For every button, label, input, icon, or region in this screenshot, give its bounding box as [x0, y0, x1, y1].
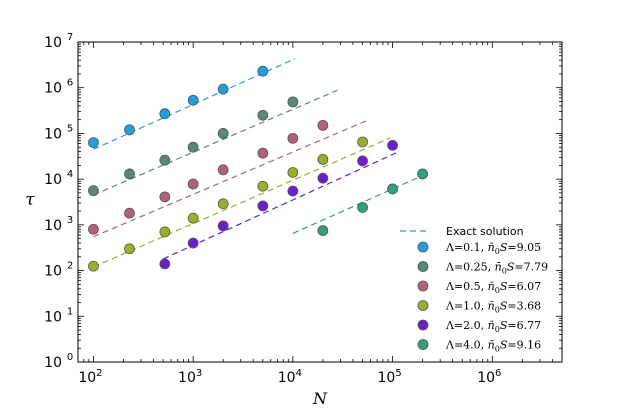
y-tick-exponent: 6 [67, 78, 73, 89]
data-point [387, 139, 398, 151]
data-point [187, 94, 199, 106]
data-point [187, 212, 199, 224]
y-tick-label: 10 [44, 355, 62, 371]
data-point [257, 147, 269, 159]
y-tick-label: 10 [44, 81, 62, 97]
data-point [317, 172, 329, 184]
legend: Exact solution Λ=0.1, n̄0S=9.05 Λ=0.25, n… [400, 225, 548, 354]
data-point [88, 137, 99, 149]
exact-solution-lines [93, 58, 423, 268]
legend-marker [417, 280, 429, 292]
x-tick-label: 104 [278, 368, 302, 386]
legend-marker [417, 319, 429, 331]
data-point [124, 124, 135, 136]
data-point [357, 202, 368, 213]
y-tick-exponent: 5 [67, 123, 73, 134]
y-tick-exponent: 1 [67, 306, 73, 317]
data-point [287, 96, 299, 108]
exact-solution-line [292, 174, 423, 234]
data-point [287, 185, 299, 197]
data-point [187, 237, 199, 249]
axes-ticks [77, 41, 563, 363]
y-tick-exponent: 7 [67, 32, 73, 43]
data-point [88, 185, 99, 197]
legend-label: Λ=0.25, n̄0S=7.79 [445, 261, 548, 276]
data-point [217, 198, 229, 210]
data-point [217, 83, 229, 95]
data-point [187, 141, 199, 153]
y-tick-exponent: 3 [67, 215, 73, 226]
data-point [357, 136, 368, 148]
y-tick-label: 10 [44, 126, 62, 142]
data-point [159, 108, 171, 120]
data-point [88, 223, 99, 235]
data-point [187, 178, 199, 190]
legend-label: Λ=1.0, n̄0S=3.68 [445, 300, 541, 315]
y-tick-label: 10 [44, 35, 62, 51]
data-point [217, 128, 229, 139]
legend-label: Λ=0.5, n̄0S=6.07 [445, 280, 541, 295]
x-tick-label: 102 [78, 368, 102, 386]
legend-label: Λ=2.0, n̄0S=6.77 [445, 319, 541, 334]
data-point [217, 220, 229, 232]
data-point [417, 168, 429, 180]
data-point [159, 191, 171, 203]
data-point [287, 167, 299, 178]
data-point [357, 155, 368, 167]
x-axis-label: N [312, 389, 328, 408]
data-point [124, 243, 135, 255]
data-point [124, 168, 135, 180]
plot-frame [77, 41, 563, 363]
data-point [257, 65, 269, 77]
legend-marker [417, 339, 429, 350]
y-tick-exponent: 0 [67, 352, 73, 363]
x-tick-label: 106 [477, 368, 501, 386]
legend-marker [417, 261, 429, 272]
data-point [124, 207, 135, 219]
data-point [317, 119, 329, 131]
data-point [217, 164, 229, 176]
legend-line-label: Exact solution [446, 225, 524, 238]
y-tick-label: 10 [44, 264, 62, 280]
data-point [88, 260, 99, 272]
data-point [387, 183, 398, 195]
exact-solution-line [93, 137, 391, 268]
data-point [257, 180, 269, 192]
data-point [159, 154, 171, 166]
y-tick-label: 10 [44, 172, 62, 188]
x-tick-label: 103 [178, 368, 202, 386]
exact-solution-line [162, 152, 397, 260]
y-tick-exponent: 2 [67, 261, 73, 272]
legend-marker [417, 241, 429, 253]
data-point [159, 226, 171, 238]
legend-label: Λ=4.0, n̄0S=9.16 [445, 339, 541, 354]
legend-label: Λ=0.1, n̄0S=9.05 [445, 241, 541, 256]
data-point [317, 154, 329, 165]
data-point [257, 109, 269, 121]
y-axis-label: τ [25, 190, 35, 210]
legend-marker [417, 300, 429, 311]
data-points [88, 65, 429, 272]
y-tick-label: 10 [44, 218, 62, 234]
y-tick-label: 10 [44, 309, 62, 325]
data-point [257, 200, 269, 212]
x-tick-label: 105 [377, 368, 401, 386]
data-point [159, 258, 171, 270]
exact-solution-line [93, 89, 338, 196]
data-point [287, 132, 299, 144]
y-tick-exponent: 4 [67, 169, 73, 180]
data-point [317, 225, 329, 236]
